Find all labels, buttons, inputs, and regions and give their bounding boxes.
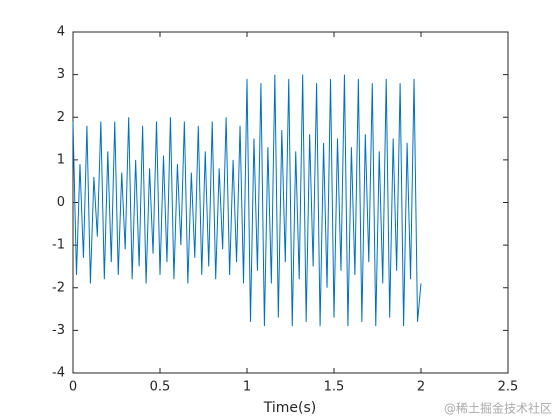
y-tick-label: 1	[57, 152, 65, 167]
watermark: @稀土掘金技术社区	[444, 401, 552, 416]
y-tick-label: -4	[52, 366, 65, 381]
x-tick-label: 0.5	[150, 380, 171, 395]
x-tick-label: 2	[417, 380, 425, 395]
signal-line	[72, 74, 422, 327]
y-tick-label: -3	[52, 323, 65, 338]
x-tick-label: 1.5	[324, 380, 345, 395]
y-tick-label: 4	[57, 25, 65, 40]
y-tick-label: -1	[52, 238, 65, 253]
y-tick-label: -2	[52, 280, 65, 295]
y-tick-label: 3	[57, 67, 65, 82]
x-tick-label: 2.5	[498, 380, 519, 395]
x-tick-label: 0	[69, 380, 77, 395]
y-tick-label: 0	[57, 195, 65, 210]
x-axis-label: Time(s)	[263, 400, 316, 416]
y-tick-label: 2	[57, 110, 65, 125]
x-tick-label: 1	[243, 380, 251, 395]
